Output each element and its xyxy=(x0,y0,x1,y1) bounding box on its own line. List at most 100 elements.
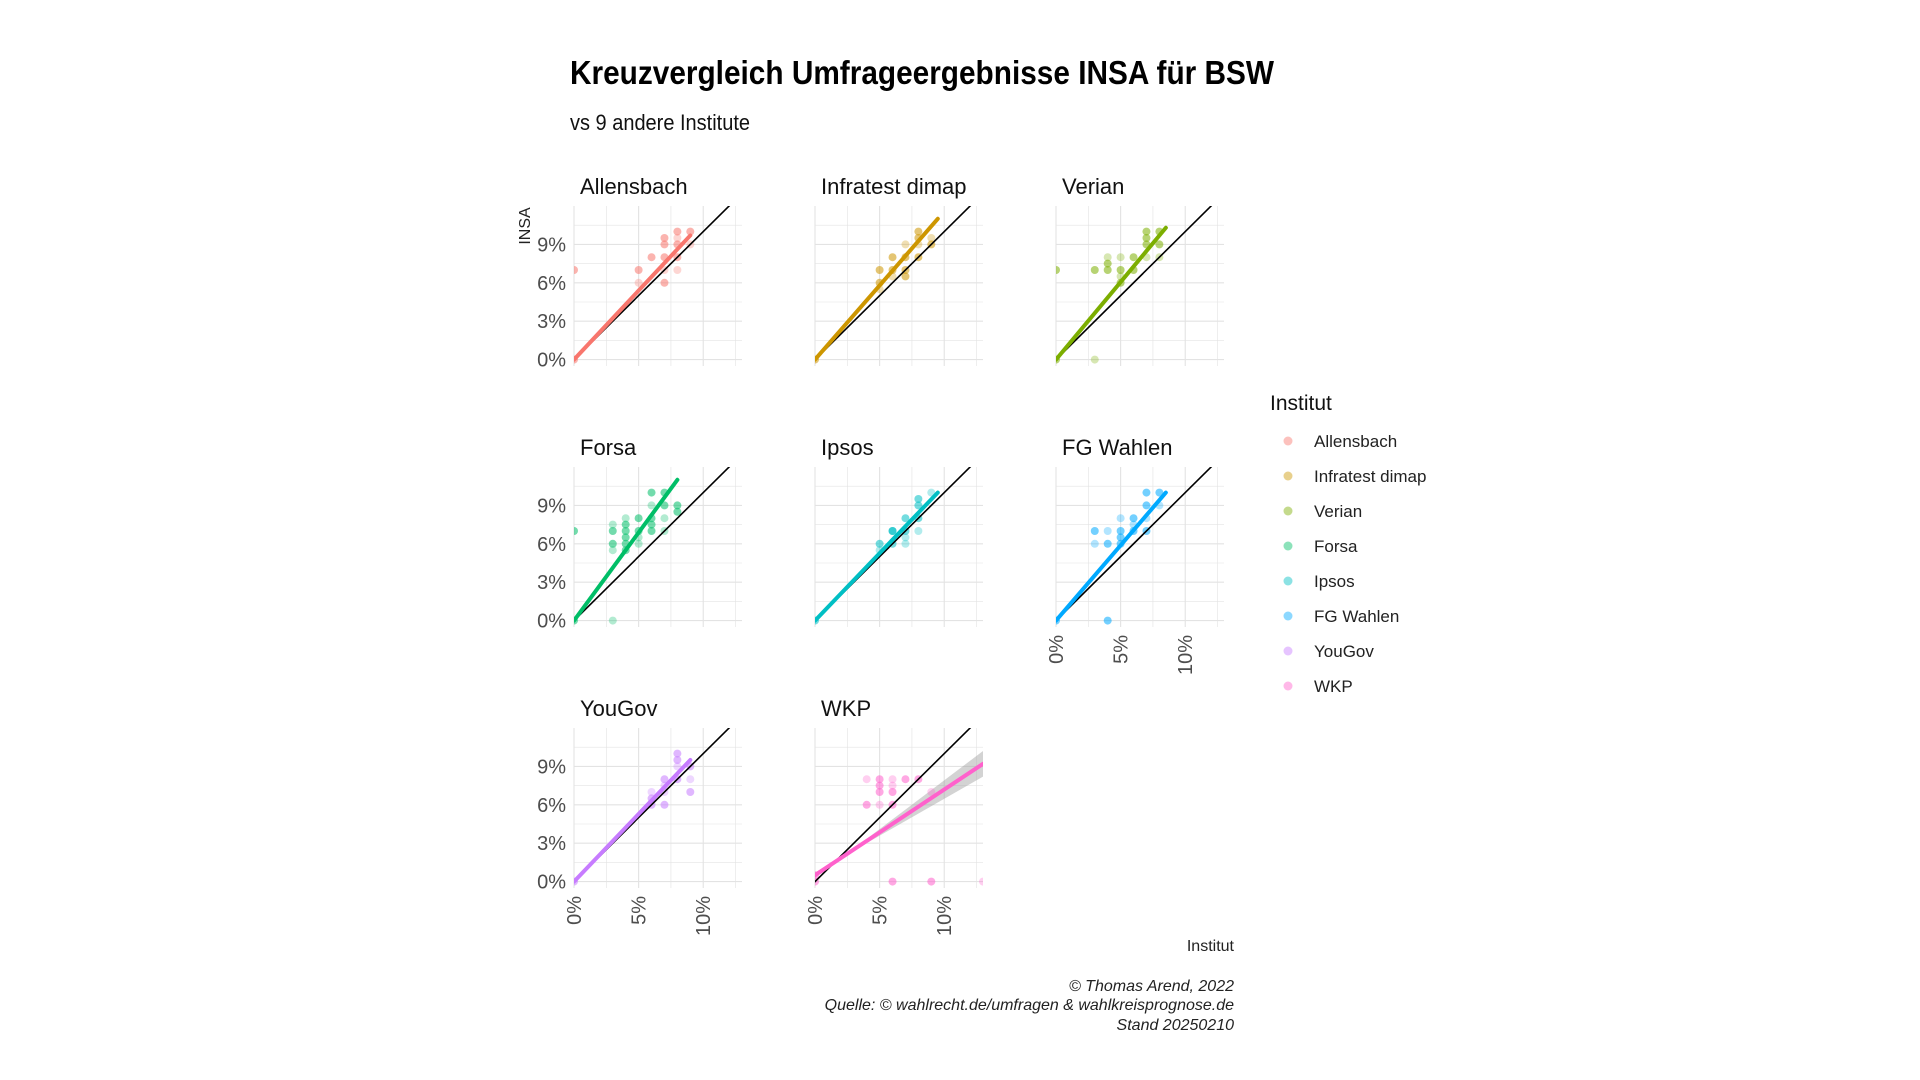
y-tick-label: 6% xyxy=(537,795,566,817)
data-point xyxy=(647,520,656,529)
data-point xyxy=(862,775,871,784)
data-point xyxy=(673,762,682,771)
caption-line-1: © Thomas Arend, 2022 xyxy=(1069,978,1234,995)
grid xyxy=(814,206,983,366)
data-point xyxy=(901,514,910,523)
legend-key xyxy=(1283,541,1293,551)
data-point xyxy=(1116,533,1125,542)
panel-title: YouGov xyxy=(580,696,657,721)
data-point xyxy=(660,278,669,287)
x-tick-label: 10% xyxy=(693,896,715,936)
y-tick-label: 6% xyxy=(537,273,566,295)
data-point xyxy=(1142,234,1151,242)
y-axis-label: INSA xyxy=(517,207,534,245)
x-tick-label: 0% xyxy=(564,896,586,925)
regression-line xyxy=(1056,225,1168,362)
data-point xyxy=(1116,514,1125,523)
grid xyxy=(1055,206,1224,366)
x-tick-label: 0% xyxy=(1046,635,1068,664)
data-point xyxy=(673,501,682,510)
legend-label: Forsa xyxy=(1314,537,1358,556)
x-tick-label: 10% xyxy=(934,896,956,936)
caption-line-2: Quelle: © wahlrecht.de/umfragen & wahlkr… xyxy=(825,997,1234,1014)
x-tick-label: 5% xyxy=(629,896,651,925)
data-point xyxy=(660,775,669,784)
regression-line xyxy=(574,758,693,884)
legend-item-infratest-dimap: Infratest dimap xyxy=(1283,467,1426,486)
panel-allensbach: Allensbach 0% 3% 6% 9% xyxy=(537,174,742,372)
data-point xyxy=(608,520,617,529)
regression-line xyxy=(574,477,680,623)
legend-key xyxy=(1283,471,1293,481)
data-point xyxy=(1116,253,1125,262)
data-point xyxy=(979,877,983,886)
data-point xyxy=(888,775,897,784)
data-point xyxy=(673,756,682,764)
panel-fg-wahlen: FG Wahlen 0% 5% 10% xyxy=(1046,435,1224,675)
panel-ipsos: Ipsos xyxy=(814,435,983,627)
x-tick-label: 10% xyxy=(1175,635,1197,675)
data-point xyxy=(686,788,695,796)
data-point xyxy=(875,781,884,790)
x-axis-label: Institut xyxy=(1187,938,1235,955)
data-point xyxy=(1129,514,1138,523)
panel-forsa: Forsa 0% 3% 6% 9% xyxy=(537,435,742,633)
y-tick-label: 0% xyxy=(537,611,566,633)
grid xyxy=(573,206,742,366)
data-point xyxy=(608,616,617,625)
legend-item-allensbach: Allensbach xyxy=(1283,432,1397,451)
data-point xyxy=(1103,616,1112,625)
data-point xyxy=(914,527,923,535)
chart-subtitle: vs 9 andere Institute xyxy=(570,110,750,135)
data-point xyxy=(673,749,682,758)
data-point xyxy=(660,800,669,809)
data-point xyxy=(927,788,936,796)
data-point xyxy=(875,788,884,796)
data-point xyxy=(1129,253,1138,262)
data-point xyxy=(673,227,682,236)
panel-title: WKP xyxy=(821,696,871,721)
data-point xyxy=(608,527,617,535)
panel-title: FG Wahlen xyxy=(1062,435,1172,460)
caption: © Thomas Arend, 2022 Quelle: © wahlrecht… xyxy=(825,978,1234,1034)
data-point xyxy=(634,539,643,548)
data-point xyxy=(862,800,871,809)
grid xyxy=(814,467,983,627)
legend-item-verian: Verian xyxy=(1283,502,1362,521)
data-point xyxy=(1142,501,1151,510)
y-tick-label: 0% xyxy=(537,350,566,372)
data-point xyxy=(673,266,682,274)
data-point xyxy=(660,240,669,249)
data-point xyxy=(875,539,884,548)
legend-item-ipsos: Ipsos xyxy=(1283,572,1355,591)
data-point xyxy=(1090,355,1099,364)
panel-infratest-dimap: Infratest dimap xyxy=(814,174,983,366)
data-point xyxy=(660,234,669,242)
data-point xyxy=(1116,527,1125,535)
data-point xyxy=(888,788,897,796)
data-point xyxy=(621,514,630,523)
legend-item-fg-wahlen: FG Wahlen xyxy=(1283,607,1399,626)
data-point xyxy=(1056,266,1060,274)
panel-title: Ipsos xyxy=(821,435,874,460)
legend-label: YouGov xyxy=(1314,642,1374,661)
y-tick-label: 9% xyxy=(537,495,566,517)
y-tick-label: 0% xyxy=(537,872,566,894)
data-point xyxy=(1090,527,1099,535)
legend-key xyxy=(1283,506,1293,516)
data-point xyxy=(634,514,643,523)
caption-line-3: Stand 20250210 xyxy=(1117,1017,1235,1034)
legend-key xyxy=(1283,681,1293,691)
panel-title: Verian xyxy=(1062,174,1124,199)
data-point xyxy=(901,272,910,281)
legend-key xyxy=(1283,611,1293,621)
data-point xyxy=(1142,227,1151,236)
data-point xyxy=(1103,259,1112,268)
data-point xyxy=(686,775,695,784)
data-point xyxy=(914,495,923,503)
data-point xyxy=(621,533,630,542)
identity-line xyxy=(574,467,731,622)
grid xyxy=(1055,467,1224,627)
data-point xyxy=(927,877,936,886)
